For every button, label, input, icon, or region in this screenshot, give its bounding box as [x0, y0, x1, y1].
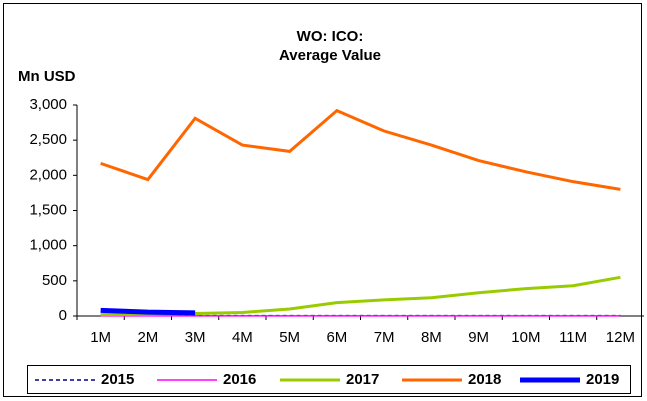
- y-tick-label: 500: [42, 272, 67, 289]
- series-line: [100, 307, 196, 316]
- y-tick-label: 1,000: [29, 237, 67, 254]
- legend-label: 2018: [468, 371, 501, 388]
- legend-label: 2019: [586, 371, 619, 388]
- chart-frame: [3, 3, 642, 397]
- y-tick-label: 2,500: [29, 131, 67, 148]
- y-tick-label: 2,000: [29, 166, 67, 183]
- x-tick-label: 11M: [559, 329, 587, 346]
- series-line: [100, 108, 621, 191]
- x-tick-label: 12M: [606, 329, 635, 346]
- x-tick-label: 7M: [374, 329, 395, 346]
- x-tick-label: 1M: [90, 329, 111, 346]
- legend-label: 2017: [346, 371, 379, 388]
- x-tick-label: 4M: [232, 329, 253, 346]
- y-tick-label: 3,000: [29, 96, 67, 113]
- x-tick-label: 10M: [511, 329, 540, 346]
- x-tick-label: 3M: [185, 329, 206, 346]
- x-tick-label: 2M: [137, 329, 158, 346]
- x-tick-label: 8M: [421, 329, 442, 346]
- x-tick-label: 5M: [279, 329, 300, 346]
- x-tick-label: 6M: [326, 329, 347, 346]
- legend-label: 2015: [101, 371, 134, 388]
- legend-label: 2016: [223, 371, 256, 388]
- chart-title: Average Value: [279, 47, 381, 64]
- y-tick-label: 0: [59, 307, 67, 324]
- x-tick-label: 9M: [468, 329, 489, 346]
- chart-title: WO: ICO:: [297, 28, 364, 45]
- y-axis-label: Mn USD: [18, 68, 76, 85]
- y-tick-label: 1,500: [29, 201, 67, 218]
